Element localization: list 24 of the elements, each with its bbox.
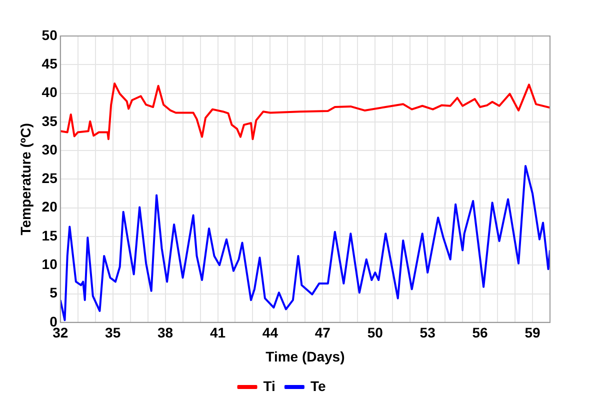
x-tick-label: 50 (367, 324, 384, 341)
y-tick-label: 15 (42, 227, 58, 244)
x-tick-label: 41 (210, 324, 226, 341)
x-axis-title: Time (Days) (266, 348, 345, 364)
x-tick-label: 53 (420, 324, 436, 341)
y-tick-label: 20 (42, 198, 58, 215)
x-tick-label: 38 (158, 324, 174, 341)
y-tick-label: 5 (50, 284, 58, 301)
y-tick-label: 40 (42, 84, 58, 100)
y-axis-title: Temperature (ºC) (17, 123, 34, 236)
x-tick-label: 47 (314, 324, 331, 341)
x-tick-label: 44 (262, 324, 278, 341)
x-tick-label: 59 (524, 324, 541, 341)
y-tick-label: 25 (42, 170, 58, 186)
legend-label: Te (310, 378, 326, 394)
y-tick-label: 0 (50, 313, 58, 330)
legend-label: Ti (263, 378, 276, 394)
x-tick-label: 35 (105, 324, 121, 341)
y-tick-label: 10 (42, 256, 58, 272)
x-tick-label: 56 (472, 324, 488, 341)
y-tick-label: 45 (42, 56, 58, 72)
y-tick-label: 35 (42, 112, 58, 129)
y-tick-label: 30 (42, 141, 58, 158)
y-tick-label: 50 (42, 26, 58, 43)
